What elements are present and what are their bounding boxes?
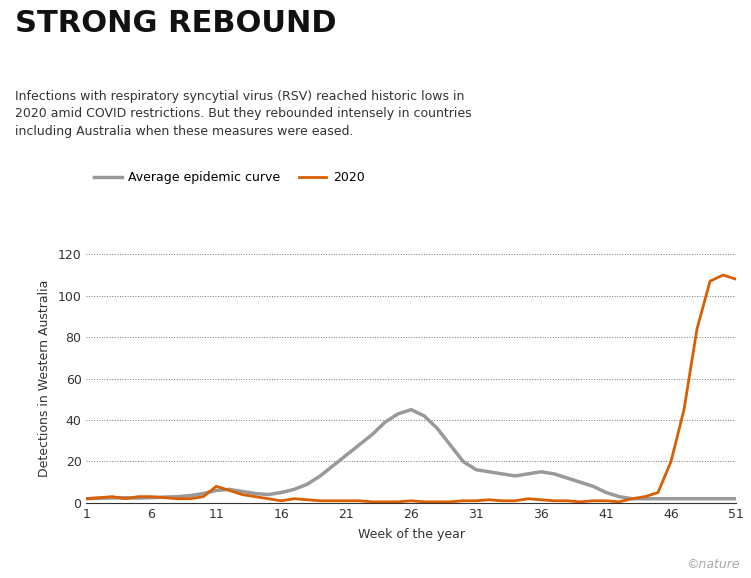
X-axis label: Week of the year: Week of the year bbox=[357, 528, 465, 540]
Y-axis label: Detections in Western Australia: Detections in Western Australia bbox=[38, 280, 50, 477]
Text: ©nature: ©nature bbox=[686, 558, 740, 571]
Legend: Average epidemic curve, 2020: Average epidemic curve, 2020 bbox=[89, 166, 369, 189]
Text: STRONG REBOUND: STRONG REBOUND bbox=[15, 9, 336, 38]
Text: Infections with respiratory syncytial virus (RSV) reached historic lows in
2020 : Infections with respiratory syncytial vi… bbox=[15, 90, 472, 138]
